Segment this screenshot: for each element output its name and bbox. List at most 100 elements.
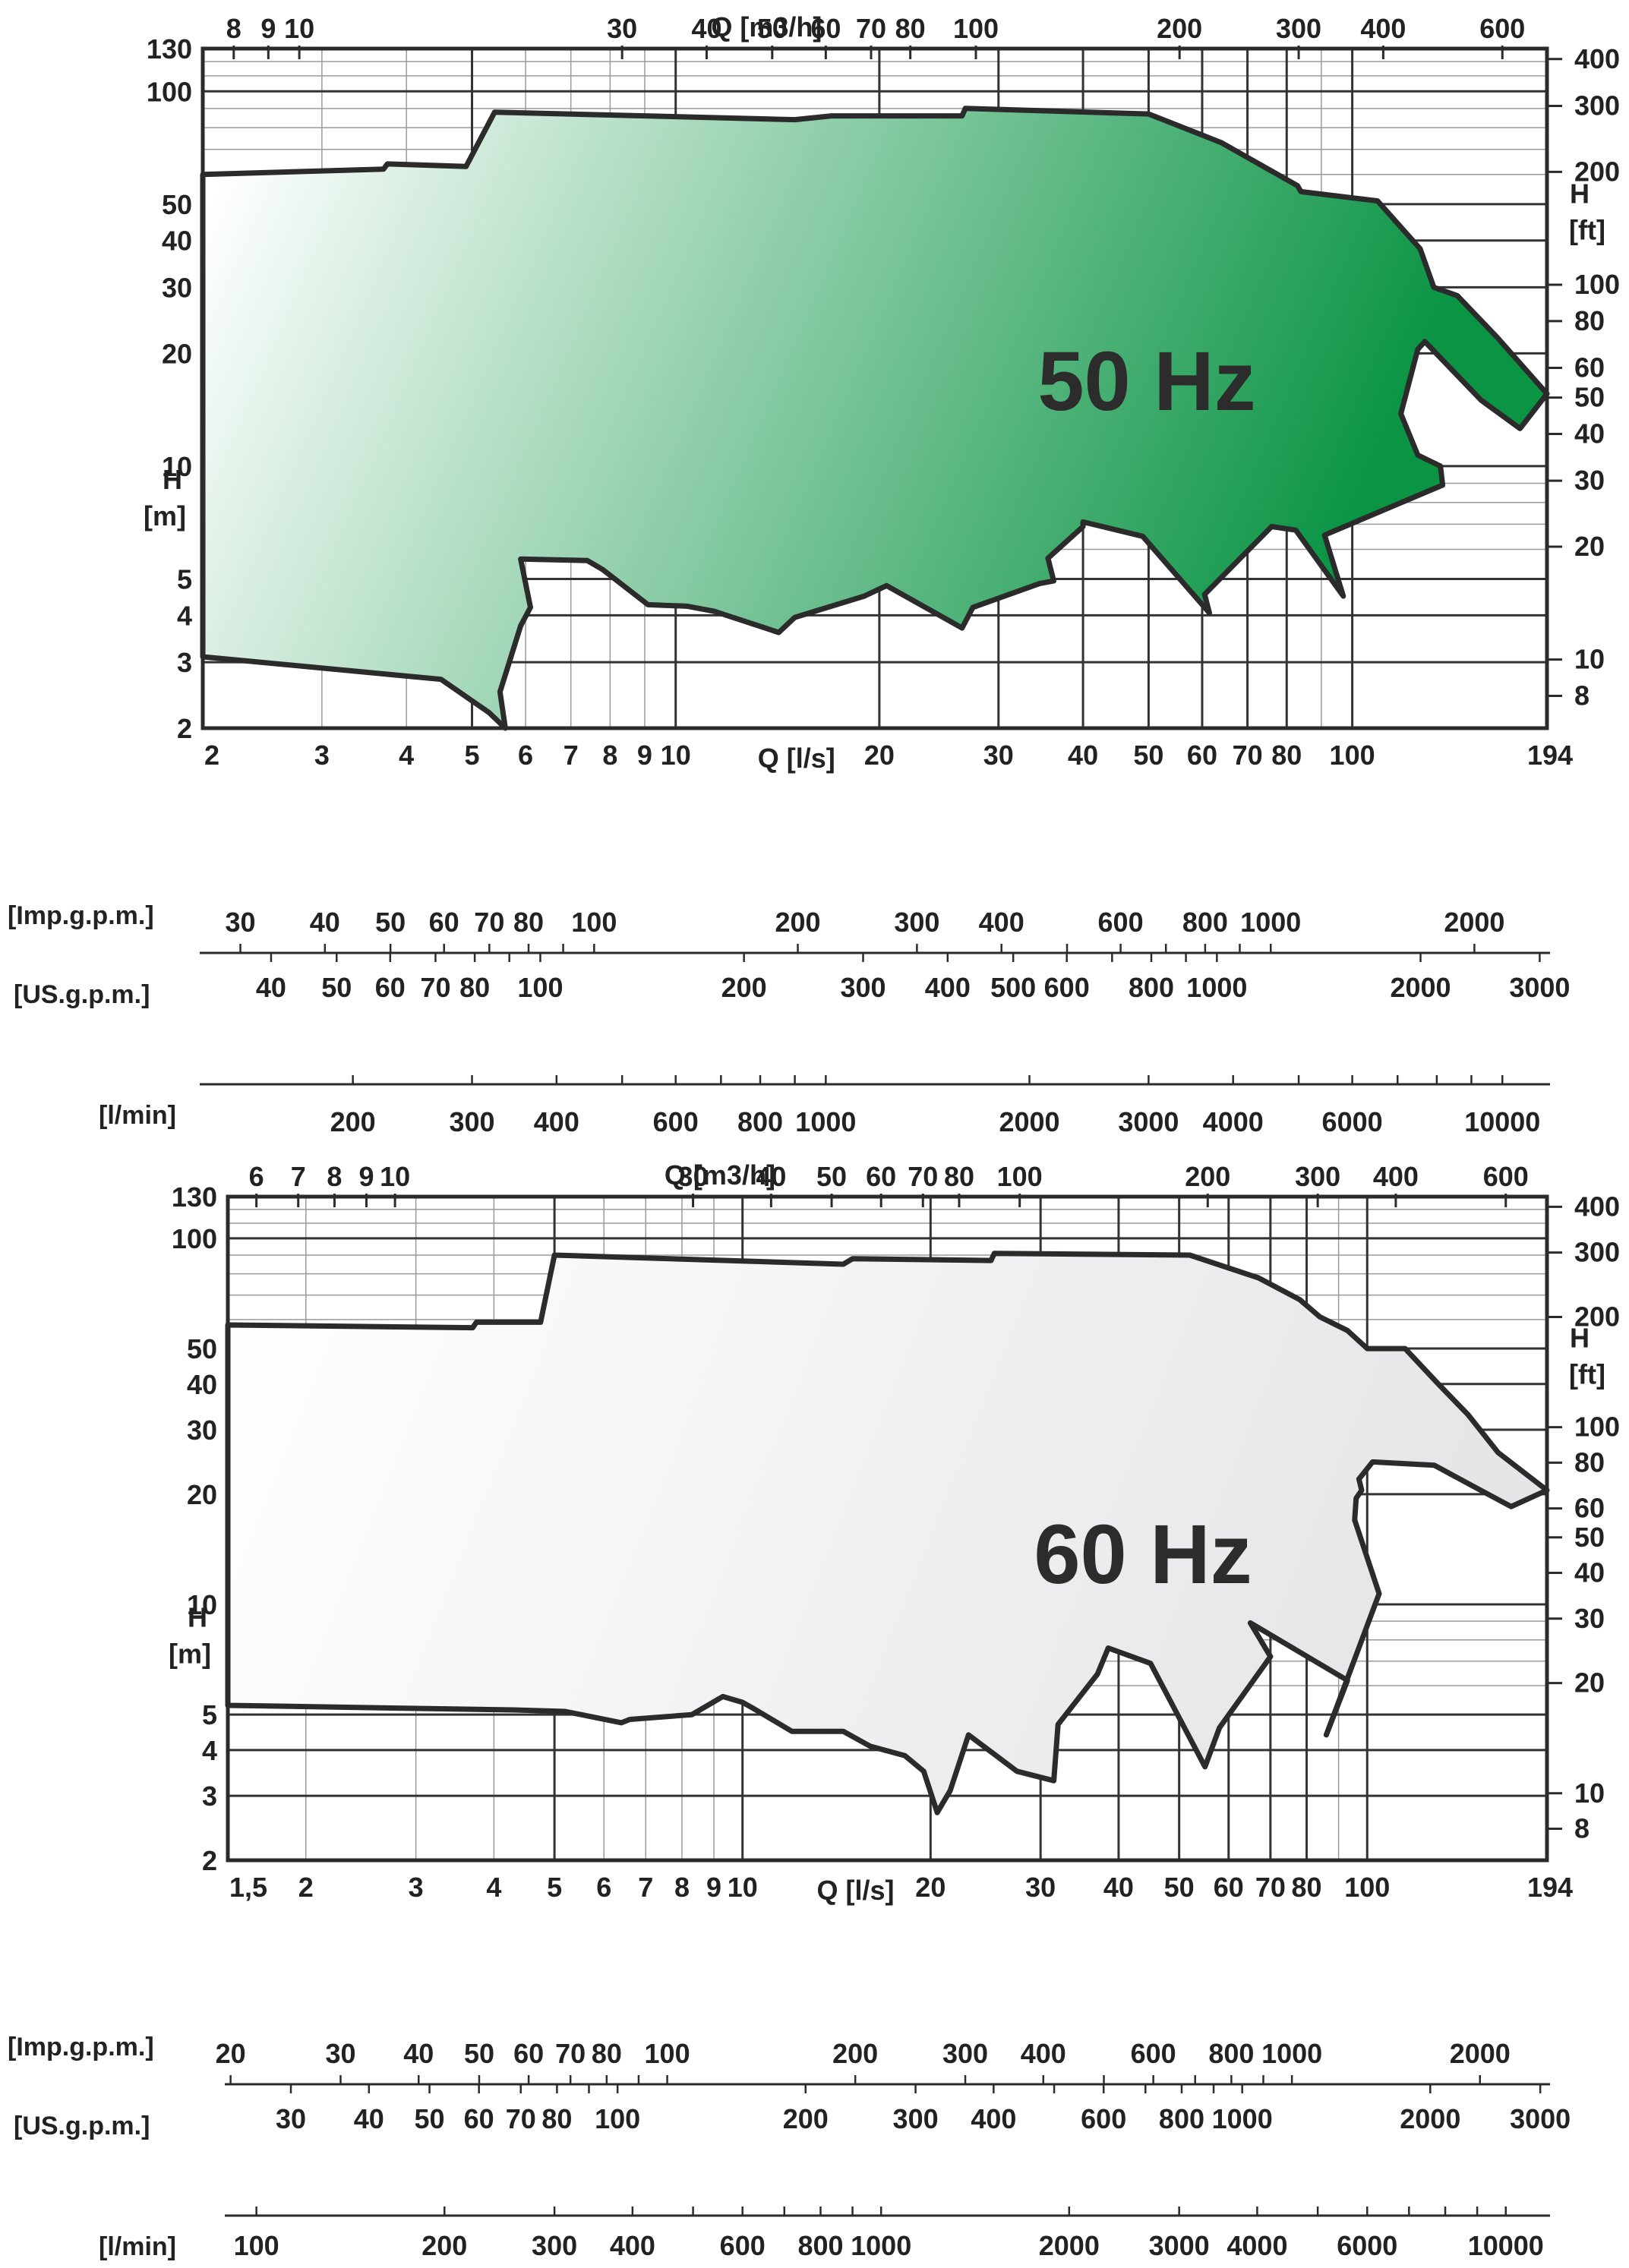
lmin-tick-label: 600 [720,2230,766,2261]
lmin-tick-label: 200 [330,1106,376,1137]
right-tick-label: 400 [1574,1191,1620,1222]
imp-tick-label: 40 [310,907,340,938]
y-tick-label: 20 [162,338,192,369]
right-tick-label: 20 [1574,1667,1605,1699]
us-tick-label: 500 [990,972,1036,1003]
x-tick-label: 80 [1292,1872,1322,1903]
x-tick-label: 50 [1164,1872,1195,1903]
top-tick-label: 8 [327,1161,342,1192]
y-tick-label: 4 [202,1735,217,1766]
x-tick-label: 70 [1233,740,1263,771]
us-tick-label: 2000 [1390,972,1451,1003]
x-tick-label: 9 [637,740,652,771]
imp-tick-label: 600 [1098,907,1144,938]
us-tick-label: 300 [840,972,886,1003]
lmin-tick-label: 2000 [999,1106,1059,1137]
envelope-area-60hz [225,1251,1550,1815]
x-tick-label: 6 [596,1872,611,1903]
us-tick-label: 70 [506,2103,536,2134]
y-tick-label: 5 [177,564,192,595]
top-tick-label: 9 [358,1161,374,1192]
x-tick-label: 5 [465,740,480,771]
right-axis-label: H [1570,1323,1590,1354]
imp-tick-label: 1000 [1240,907,1301,938]
x-tick-label: 1,5 [229,1872,267,1903]
us-tick-label: 80 [459,972,490,1003]
imp-tick-label: 300 [942,2038,988,2069]
us-gpm-label: [US.g.p.m.] [14,980,150,1009]
top-tick-label: 80 [895,13,926,44]
top-tick-label: 9 [260,13,276,44]
right-tick-label: 30 [1574,1603,1605,1634]
imp-tick-label: 30 [325,2038,355,2069]
y-tick-label: 5 [202,1699,217,1730]
plot-frame [226,1194,1549,1863]
lmin-tick-label: 10000 [1468,2230,1544,2261]
right-tick-label: 30 [1574,465,1605,496]
us-tick-label: 70 [420,972,450,1003]
imp-tick-label: 2000 [1444,907,1504,938]
imp-tick-label: 300 [894,907,939,938]
right-tick-label: 300 [1574,1237,1620,1268]
right-tick-label: 8 [1574,1813,1590,1844]
us-tick-label: 60 [375,972,406,1003]
imp-tick-label: 800 [1208,2038,1254,2069]
us-tick-label: 200 [721,972,767,1003]
top-tick-label: 200 [1157,13,1202,44]
top-tick-label: 100 [997,1161,1043,1192]
right-axis-unit: [ft] [1569,1359,1605,1390]
top-tick-label: 7 [291,1161,306,1192]
top-tick-label: 600 [1479,13,1525,44]
x-tick-label: 4 [486,1872,501,1903]
right-tick-label: 40 [1574,1557,1605,1588]
right-axis-label: H [1570,178,1590,210]
imp-gpm-label: [Imp.g.p.m.] [8,901,154,930]
lmin-tick-label: 1000 [851,2230,911,2261]
right-tick-label: 100 [1574,1412,1620,1443]
top-tick-label: 6 [249,1161,264,1192]
imp-tick-label: 80 [592,2038,622,2069]
flow-conversion-scales-60hz: [Imp.g.p.m.] [US.g.p.m.] [l/min] 20 30 40 50 60… [8,2033,1571,2261]
top-tick-label: 600 [1483,1161,1529,1192]
lmin-tick-label: 200 [421,2230,467,2261]
lmin-tick-label: 4000 [1226,2230,1287,2261]
lmin-tick-label: 400 [534,1106,579,1137]
lmin-tick-label: 6000 [1322,1106,1383,1137]
imp-tick-label: 50 [464,2038,494,2069]
right-tick-label: 60 [1574,352,1605,383]
y-tick-label: 100 [147,76,192,107]
us-tick-label: 3000 [1509,972,1570,1003]
lmin-tick-label: 6000 [1337,2230,1397,2261]
us-tick-label: 60 [464,2103,494,2134]
lmin-tick-label: 3000 [1149,2230,1210,2261]
x-tick-label: 70 [1255,1872,1286,1903]
imp-tick-label: 100 [645,2038,690,2069]
y-axis-label: H [163,464,182,495]
imp-tick-label: 1000 [1261,2038,1322,2069]
y-tick-label: 30 [162,272,192,303]
us-tick-label: 2000 [1400,2103,1460,2134]
us-tick-label: 40 [354,2103,384,2134]
right-tick-label: 60 [1574,1493,1605,1524]
imp-tick-label: 80 [513,907,544,938]
imp-tick-label: 800 [1182,907,1228,938]
right-tick-label: 8 [1574,680,1590,711]
top-tick-label: 50 [816,1161,847,1192]
lmin-tick-label: 800 [797,2230,843,2261]
x-tick-label: 50 [1133,740,1163,771]
right-axis-unit: [ft] [1569,215,1605,246]
us-tick-label: 400 [925,972,971,1003]
x-tick-label: 6 [518,740,533,771]
plot-frame [200,46,1549,730]
us-tick-label: 600 [1044,972,1090,1003]
right-tick-label: 100 [1574,269,1620,300]
top-tick-label: 40 [756,1161,786,1192]
x-tick-label: 3 [314,740,330,771]
x-tick-label: 7 [638,1872,653,1903]
top-axis-label: Q [m3/h] [665,1159,775,1191]
y-tick-label: 2 [177,713,192,744]
x-tick-label: 2 [204,740,219,771]
top-tick-label: 30 [678,1161,709,1192]
lmin-tick-label: 10000 [1464,1106,1540,1137]
